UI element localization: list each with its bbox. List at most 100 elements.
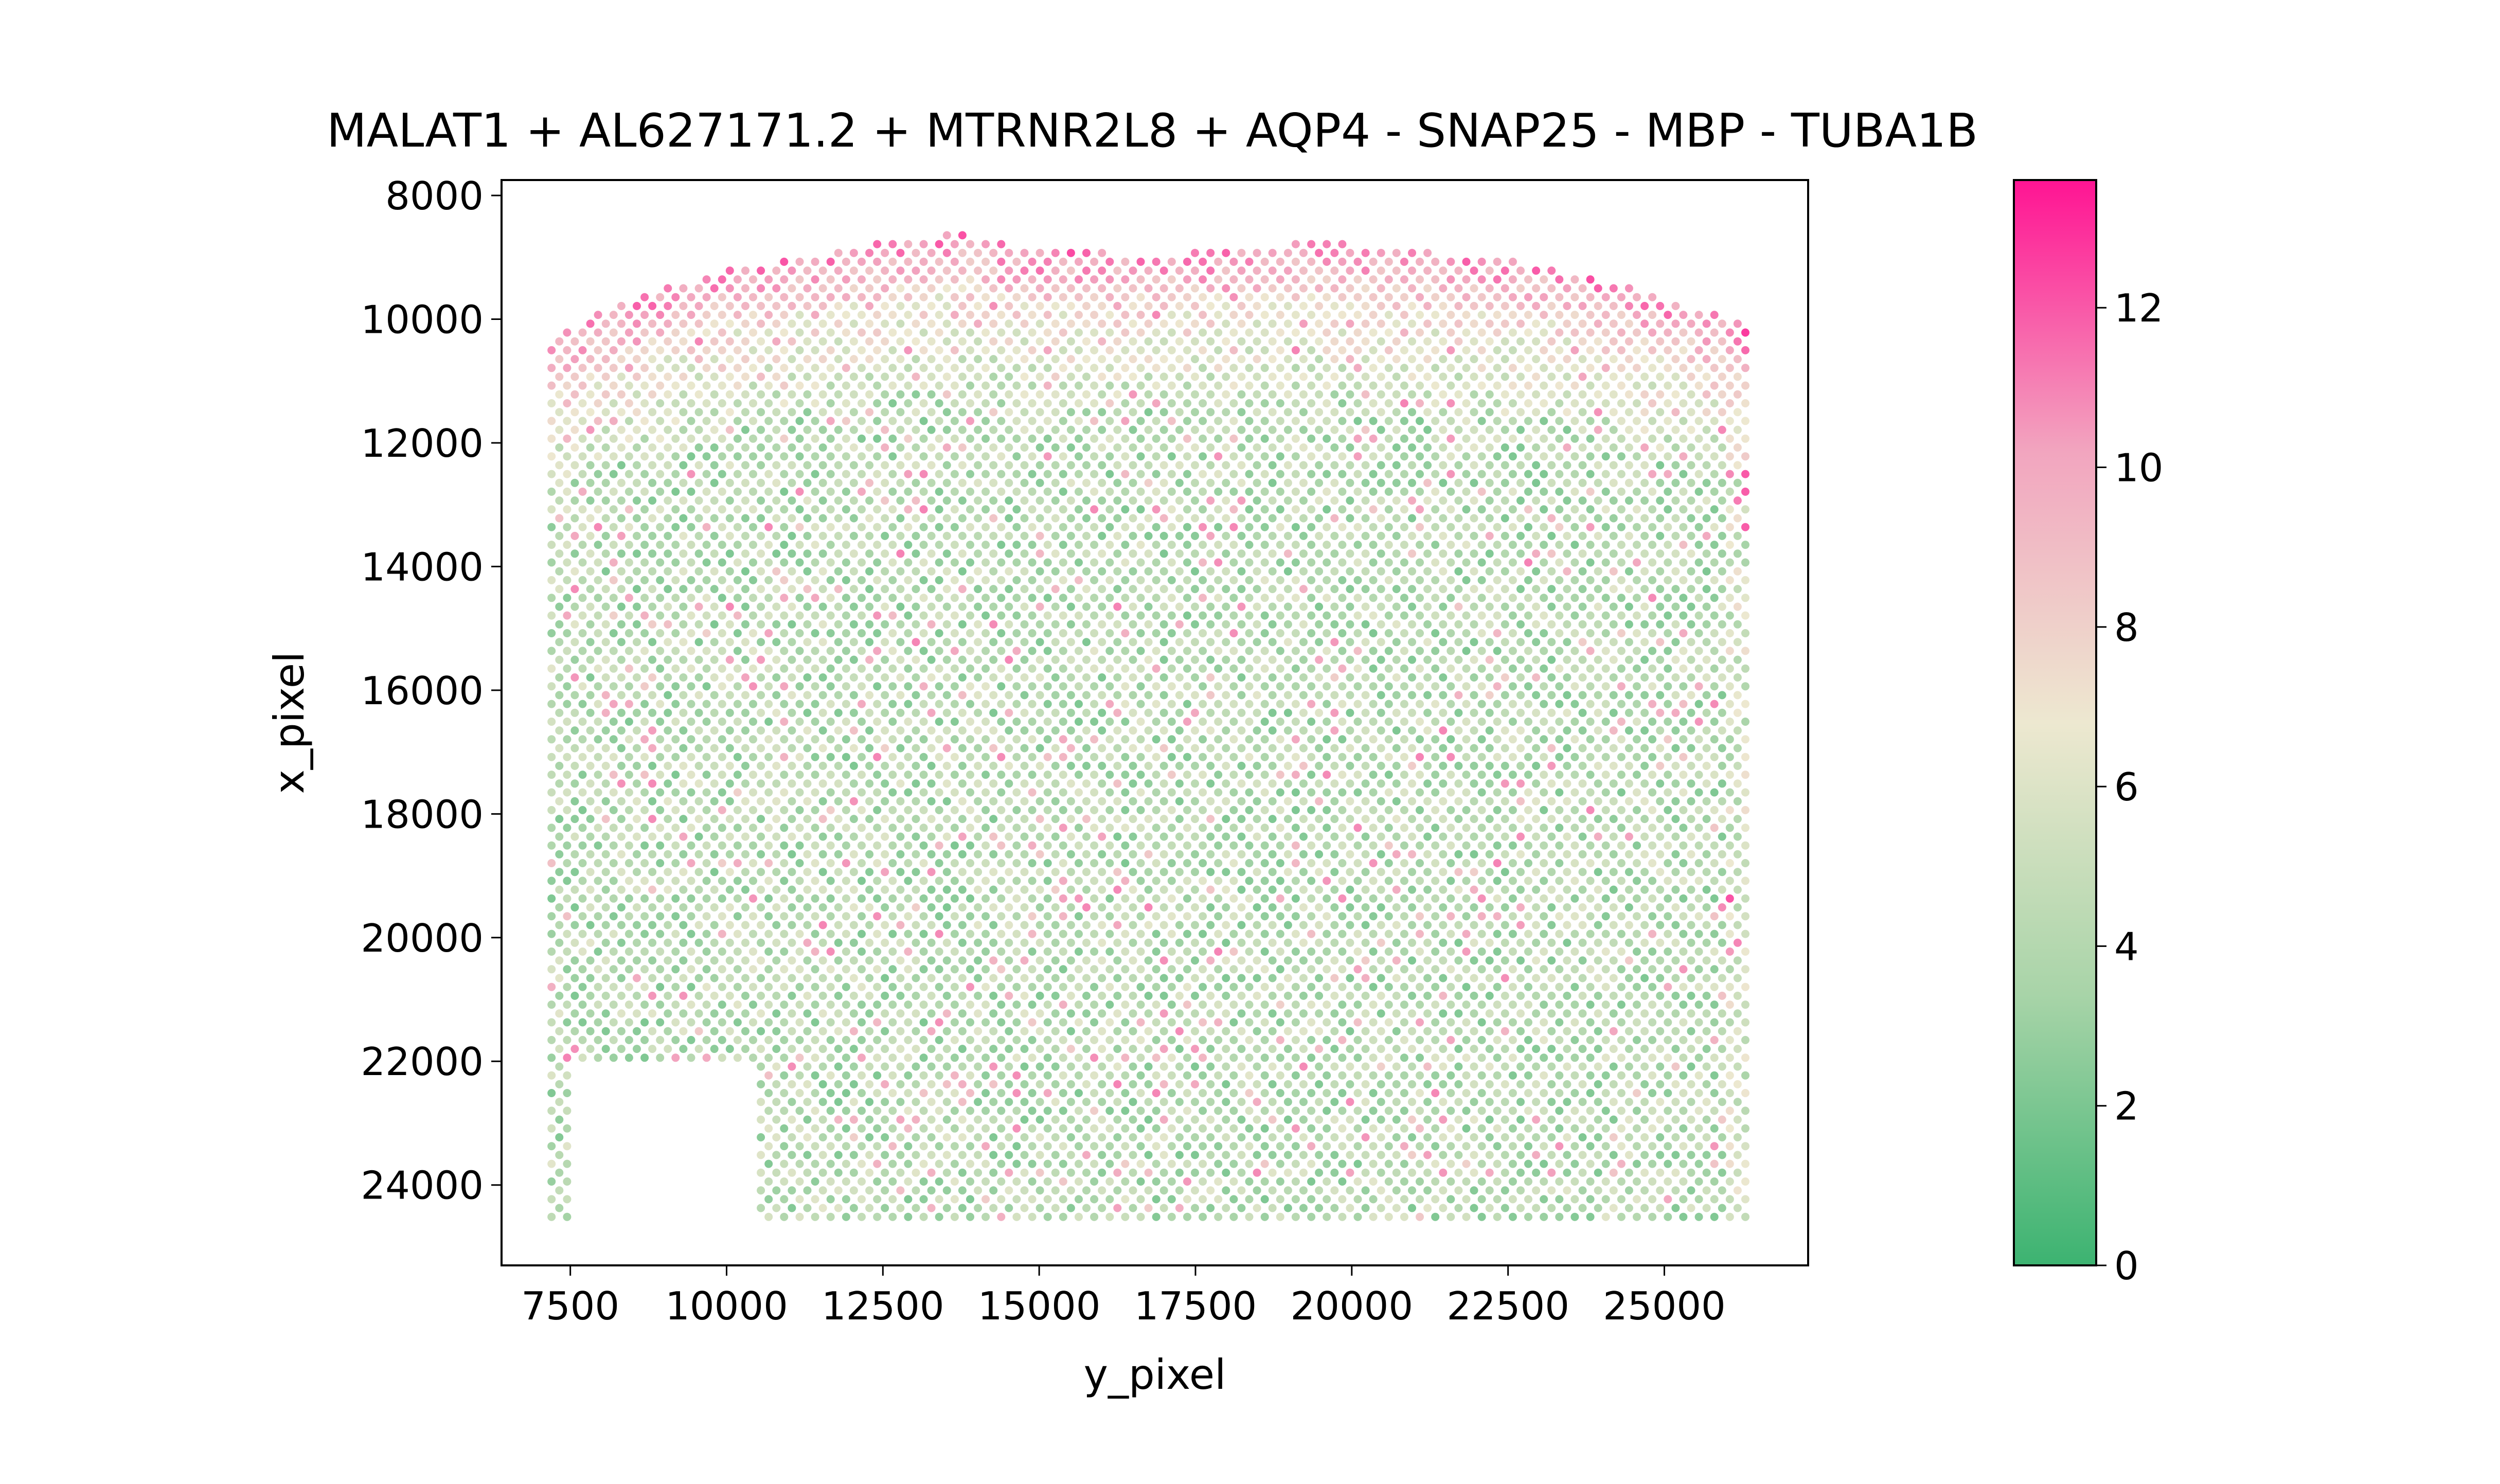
data-point [834,443,843,452]
data-point [1167,1053,1176,1062]
data-point [1199,947,1207,956]
data-point [1005,903,1013,911]
data-point [733,275,742,284]
data-point [1075,434,1083,443]
data-point [1090,824,1099,832]
data-point [718,753,726,761]
data-point [1199,912,1207,921]
data-point [780,328,789,337]
data-point [834,797,843,806]
data-point [780,859,789,867]
data-point [795,1035,804,1044]
data-point [1075,452,1083,461]
data-point [858,594,866,602]
data-point [865,461,874,470]
data-point [888,240,897,248]
data-point [818,372,827,381]
data-point [1005,850,1013,859]
data-point [733,647,742,655]
data-point [749,399,757,407]
data-point [624,346,633,354]
data-point [935,753,943,761]
data-point [1183,929,1191,938]
data-point [1167,257,1176,266]
data-point [1105,257,1114,266]
data-point [1276,877,1284,885]
data-point [818,531,827,540]
data-point [1129,1009,1137,1018]
data-point [1005,1168,1013,1177]
data-point [617,779,626,788]
data-point [826,647,835,655]
data-point [1199,417,1207,425]
data-point [826,1089,835,1097]
data-point [1129,1204,1137,1212]
data-point [733,523,742,531]
data-point [888,1142,897,1151]
data-point [547,470,556,478]
data-point [788,903,796,911]
data-point [679,567,688,576]
data-point [1245,1089,1254,1097]
data-point [780,399,789,407]
data-point [881,921,889,929]
data-point [1159,885,1168,894]
data-point [826,771,835,779]
data-point [1253,408,1261,417]
data-point [989,1168,998,1177]
data-point [1059,541,1067,549]
data-point [974,531,983,540]
data-point [1066,531,1075,540]
data-point [1075,1142,1083,1151]
data-point [1121,257,1130,266]
data-point [594,611,602,620]
data-point [694,372,703,381]
data-point [950,240,959,248]
data-point [1043,894,1052,903]
data-point [633,443,641,452]
data-point [1098,903,1106,911]
data-point [586,531,595,540]
data-point [586,991,595,1000]
data-point [1283,567,1292,576]
data-point [656,364,665,372]
data-point [818,1062,827,1071]
data-point [1260,257,1269,266]
data-point [1283,478,1292,487]
data-point [633,691,641,700]
data-point [904,771,913,779]
data-point [834,691,843,700]
data-point [741,797,749,806]
data-point [1082,1009,1091,1018]
data-point [563,965,572,974]
data-point [950,594,959,602]
data-point [1105,576,1114,584]
data-point [1206,478,1215,487]
data-point [1121,735,1130,744]
data-point [1129,390,1137,399]
data-point [578,788,587,797]
data-point [648,549,657,558]
data-point [989,691,998,700]
data-point [958,284,967,293]
data-point [1121,1089,1130,1097]
data-point [570,1009,579,1018]
data-point [1136,1089,1145,1097]
data-point [586,850,595,859]
data-point [950,1089,959,1097]
data-point [1012,894,1021,903]
data-point [1098,673,1106,682]
data-point [741,991,749,1000]
data-point [1283,655,1292,664]
data-point [1175,531,1184,540]
data-point [942,337,951,346]
data-point [1059,753,1067,761]
data-point [741,567,749,576]
data-point [633,1045,641,1053]
data-point [1214,470,1223,478]
data-point [826,1053,835,1062]
data-point [563,523,572,531]
data-point [764,841,773,850]
data-point [725,779,734,788]
data-point [764,629,773,637]
